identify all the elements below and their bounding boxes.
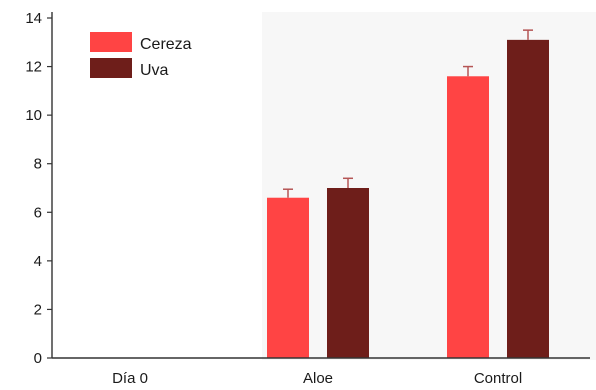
y-tick-label: 8 xyxy=(34,156,42,173)
legend-swatch-cereza xyxy=(90,32,132,52)
x-category-label: Día 0 xyxy=(112,370,148,387)
y-tick-label: 0 xyxy=(34,350,42,367)
bar xyxy=(507,39,549,358)
y-tick-label: 6 xyxy=(34,204,42,221)
y-tick-label: 14 xyxy=(25,10,42,27)
legend: Cereza Uva xyxy=(90,32,192,79)
bars-group xyxy=(267,29,549,359)
y-tick-label: 2 xyxy=(34,301,42,318)
x-category-label: Aloe xyxy=(303,370,333,387)
legend-label-uva: Uva xyxy=(140,62,169,79)
bar xyxy=(447,76,489,359)
y-tick-label: 4 xyxy=(34,253,42,270)
y-tick-label: 10 xyxy=(25,107,42,124)
x-axis: Día 0 Aloe Control xyxy=(52,357,590,387)
bar xyxy=(267,197,309,358)
y-axis: 0 2 4 6 8 10 12 14 xyxy=(25,10,53,367)
x-category-label: Control xyxy=(474,370,522,387)
legend-swatch-uva xyxy=(90,58,132,78)
legend-label-cereza: Cereza xyxy=(140,36,192,53)
y-tick-label: 12 xyxy=(25,59,42,76)
bar xyxy=(327,188,369,358)
